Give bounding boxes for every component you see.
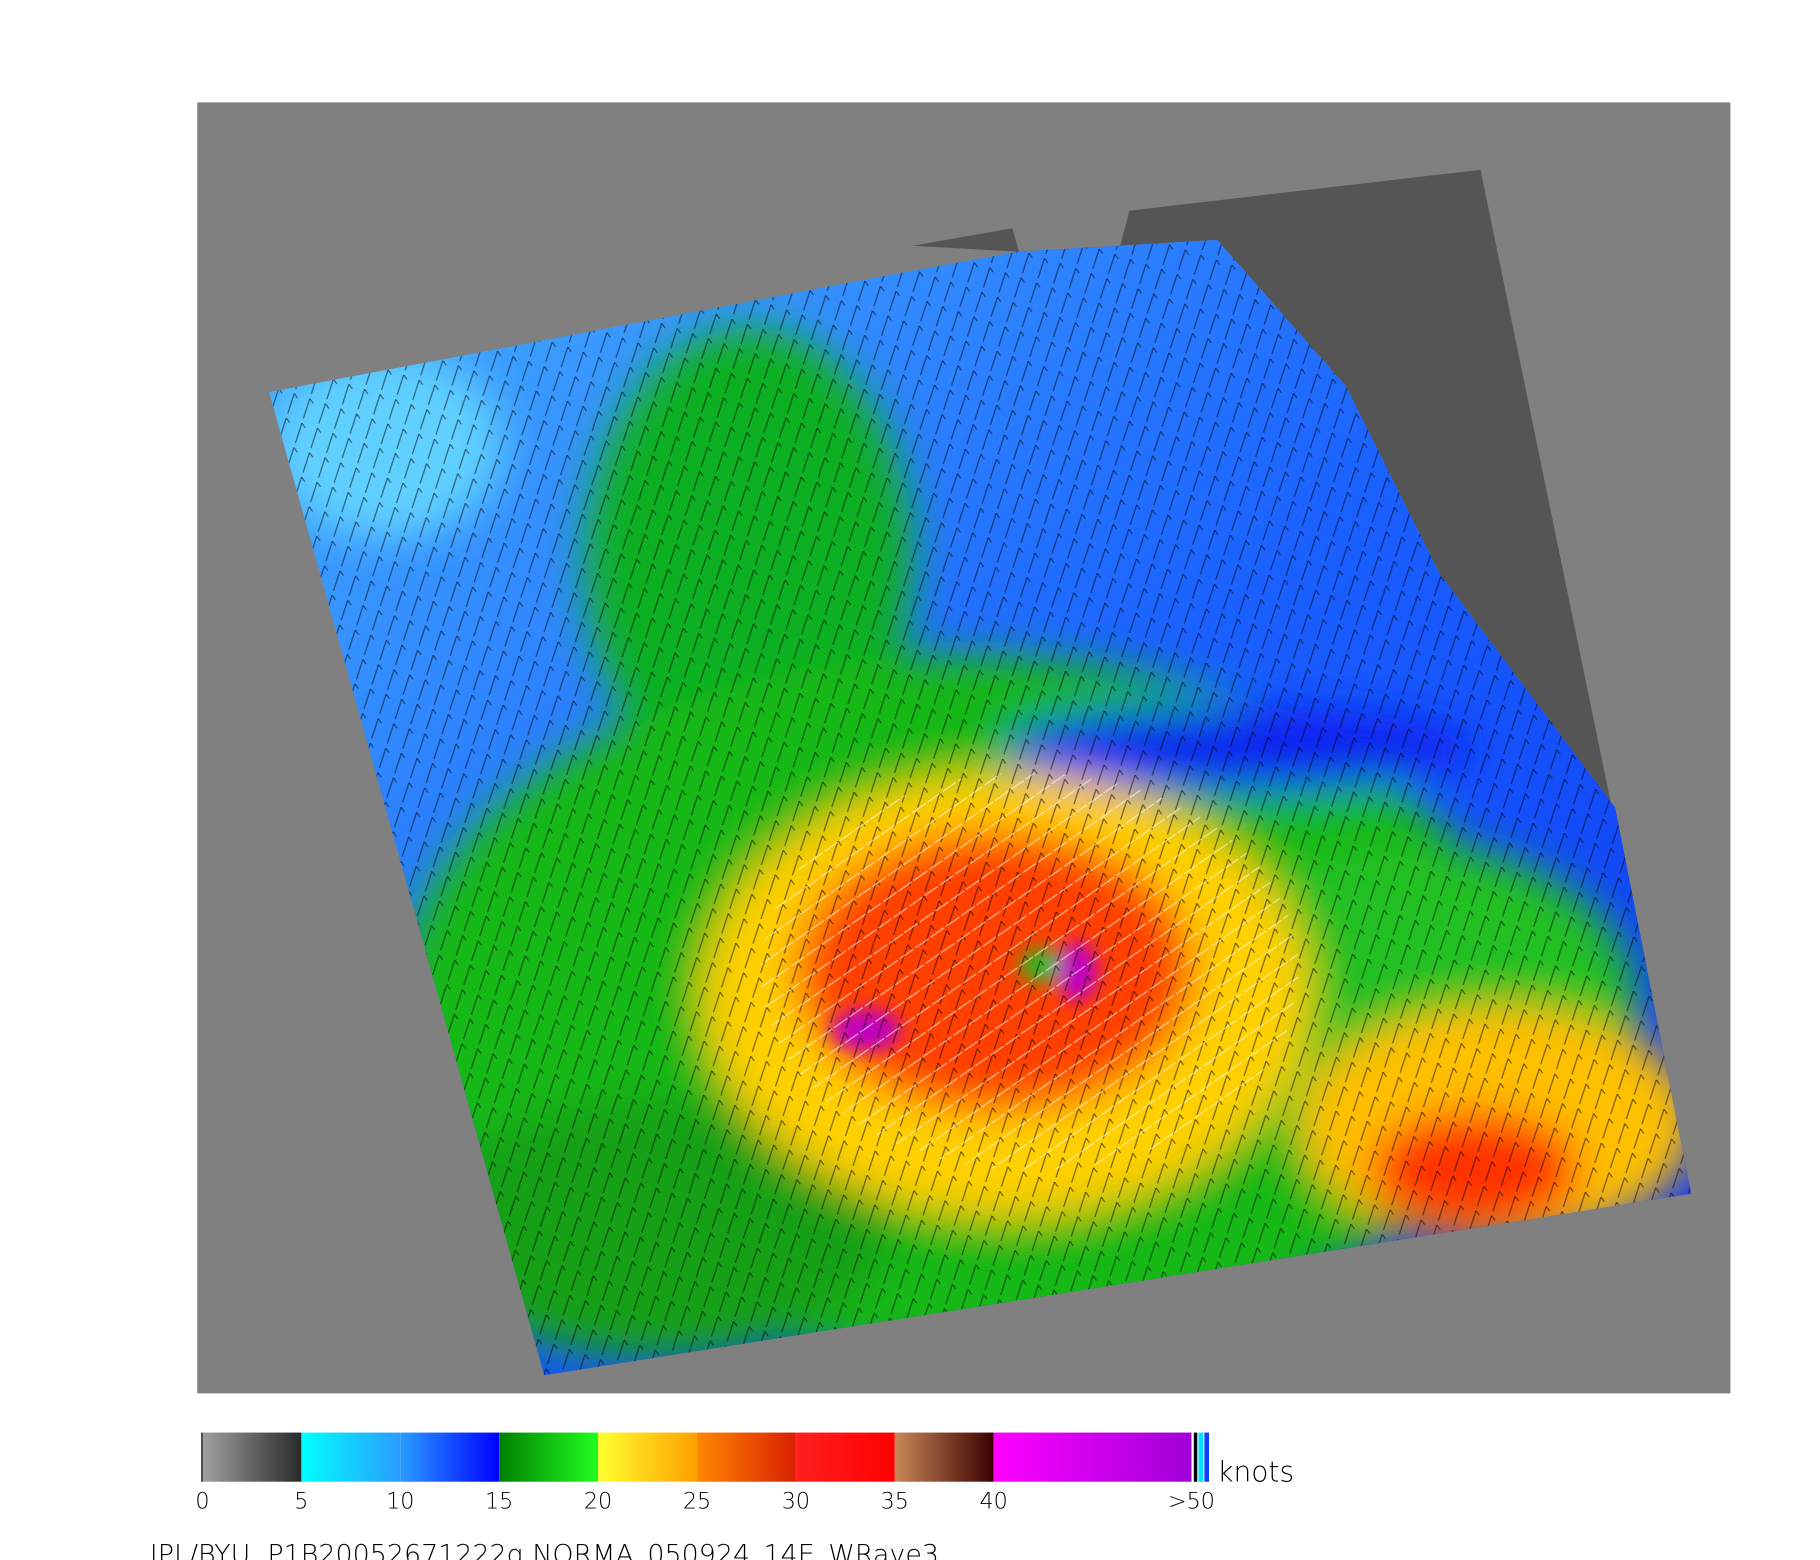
colorbar-overflow — [1193, 1432, 1198, 1482]
colorbar-tick-label: 30 — [782, 1489, 810, 1515]
colorbar-segment — [795, 1432, 895, 1482]
colorbar-tick-label: 10 — [386, 1489, 414, 1515]
colorbar-segment — [301, 1432, 401, 1482]
colorbar-tick-label: 25 — [683, 1489, 711, 1515]
colorbar-tick-label: 5 — [294, 1489, 308, 1515]
colorbar-unit: knots — [1217, 1456, 1294, 1489]
colorbar-tick-label: 40 — [980, 1489, 1008, 1515]
colorbar-tick-label: 0 — [195, 1489, 209, 1515]
colorbar-tick-label: 20 — [584, 1489, 612, 1515]
footer-caption: JPL/BYU P1B20052671222q.NORMA_050924_14E… — [150, 1540, 939, 1560]
colorbar-segment — [499, 1432, 599, 1482]
frame — [197, 102, 1731, 1394]
colorbar-overflow — [1204, 1432, 1210, 1482]
colorbar-segment — [202, 1432, 302, 1482]
colorbar-segment — [894, 1432, 994, 1482]
colorbar: knots 0 5 10 15 20 25 30 35 40 >50 — [195, 1432, 1294, 1515]
colorbar-segment — [400, 1432, 500, 1482]
land-mask — [912, 169, 1692, 1194]
colorbar-segment — [696, 1432, 796, 1482]
colorbar-segment — [598, 1432, 697, 1482]
colorbar-tick-label: >50 — [1168, 1489, 1215, 1515]
colorbar-overflow — [1198, 1432, 1204, 1482]
colorbar-tick-label: 15 — [485, 1489, 513, 1515]
colorbar-tick-label: 35 — [881, 1489, 909, 1515]
scene: knots 0 5 10 15 20 25 30 35 40 >50 JPL/BYU P1B200… — [150, 102, 1731, 1560]
colorbar-segment — [993, 1432, 1192, 1482]
